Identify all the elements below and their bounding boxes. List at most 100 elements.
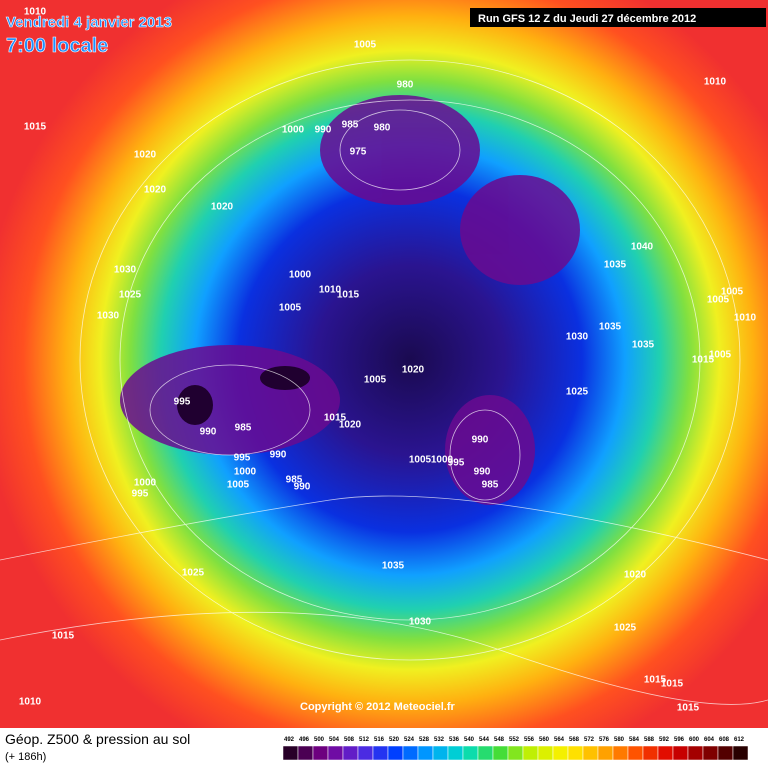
- scale-swatch: [477, 745, 494, 761]
- scale-swatch: [732, 745, 749, 761]
- isobar-label: 1025: [182, 568, 205, 579]
- scale-label: 532: [434, 737, 445, 743]
- isobar-label: 990: [294, 482, 311, 493]
- isobar-label: 1000: [282, 125, 305, 136]
- isobar-label: 1025: [566, 387, 589, 398]
- isobar-label: 1005: [227, 480, 250, 491]
- isobar-label: 995: [234, 453, 251, 464]
- isobar-label: 1035: [632, 340, 655, 351]
- scale-swatch: [312, 745, 329, 761]
- isobars: [0, 59, 768, 705]
- isobar-label: 1030: [97, 311, 120, 322]
- isobar-label: 1015: [324, 413, 347, 424]
- isobar-label: 1010: [734, 313, 757, 324]
- run-info: Run GFS 12 Z du Jeudi 27 décembre 2012: [478, 13, 696, 25]
- scale-label: 504: [329, 737, 340, 743]
- isobar-label: 995: [132, 489, 149, 500]
- forecast-date: Vendredi 4 janvier 2013: [6, 14, 172, 31]
- isobar-label: 1030: [114, 265, 137, 276]
- isobar-label: 1015: [644, 675, 667, 686]
- scale-swatch: [522, 745, 539, 761]
- isobar-label: 1000: [289, 270, 312, 281]
- isobar-label: 1000: [431, 455, 454, 466]
- scale-swatch: [342, 745, 359, 761]
- scale-swatch: [402, 745, 419, 761]
- isobar-label: 1020: [402, 365, 425, 376]
- scale-label: 544: [479, 737, 490, 743]
- scale-swatch: [387, 745, 404, 761]
- scale-swatch: [357, 745, 374, 761]
- scale-label: 548: [494, 737, 505, 743]
- scale-label: 572: [584, 737, 595, 743]
- isobar-label: 1015: [337, 290, 360, 301]
- scale-label: 580: [614, 737, 625, 743]
- scale-swatch: [627, 745, 644, 761]
- scale-label: 528: [419, 737, 430, 743]
- scale-swatch: [672, 745, 689, 761]
- scale-label: 540: [464, 737, 475, 743]
- isobar-label: 985: [482, 480, 499, 491]
- scale-swatch: [282, 745, 299, 761]
- isobar-label: 1030: [409, 617, 432, 628]
- scale-label: 596: [674, 737, 685, 743]
- isobar-label: 995: [448, 458, 465, 469]
- isobar-label: 1015: [661, 679, 684, 690]
- isobar-label: 1040: [631, 242, 654, 253]
- isobar-label: 1010: [19, 697, 42, 708]
- isobar-label: 1020: [211, 202, 234, 213]
- scale-label: 556: [524, 737, 535, 743]
- scale-label: 500: [314, 737, 325, 743]
- scale-label: 536: [449, 737, 460, 743]
- isobar-label: 1025: [119, 290, 142, 301]
- isobar-label: 995: [174, 397, 191, 408]
- isobar-label: 1000: [134, 478, 157, 489]
- scale-swatch: [687, 745, 704, 761]
- scale-swatch: [717, 745, 734, 761]
- legend-title: Géop. Z500 & pression au sol: [5, 731, 190, 747]
- scale-label: 552: [509, 737, 520, 743]
- isobar-label: 1020: [144, 185, 167, 196]
- isobar-label: 990: [315, 125, 332, 136]
- isobar-label: 990: [474, 467, 491, 478]
- isobar-label: 1030: [566, 332, 589, 343]
- isobar-label: 1005: [354, 40, 377, 51]
- isobar-label: 990: [472, 435, 489, 446]
- scale-label: 512: [359, 737, 370, 743]
- isobar-label: 1015: [52, 631, 75, 642]
- isobar-label: 1005: [707, 295, 730, 306]
- scale-swatch: [432, 745, 449, 761]
- isobar-label: 1010: [319, 285, 342, 296]
- isobar-label: 1020: [624, 570, 647, 581]
- low-pressure-areas: [120, 95, 580, 505]
- copyright: Copyright © 2012 Meteociel.fr: [300, 701, 456, 713]
- forecast-time: 7:00 locale: [6, 35, 108, 57]
- scale-swatch: [447, 745, 464, 761]
- isobar-label: 980: [397, 80, 414, 91]
- isobar-label: 1010: [704, 77, 727, 88]
- isobar-label: 1005: [279, 303, 302, 314]
- isobar-label: 1010: [24, 7, 47, 18]
- scale-label: 516: [374, 737, 385, 743]
- scale-swatch: [417, 745, 434, 761]
- scale-label: 524: [404, 737, 415, 743]
- scale-swatch: [582, 745, 599, 761]
- scale-label: 568: [569, 737, 580, 743]
- scale-swatch: [537, 745, 554, 761]
- scale-label: 496: [299, 737, 310, 743]
- scale-swatch: [297, 745, 314, 761]
- scale-swatch: [657, 745, 674, 761]
- isobar-label: 1005: [364, 375, 387, 386]
- isobar-label: 1015: [24, 122, 47, 133]
- isobar-label: 1035: [599, 322, 622, 333]
- isobar-label: 1005: [409, 455, 432, 466]
- scale-label: 600: [689, 737, 700, 743]
- isobar-label: 1035: [604, 260, 627, 271]
- scale-swatch: [372, 745, 389, 761]
- isobar-label: 985: [342, 120, 359, 131]
- isobar-label: 985: [235, 423, 252, 434]
- run-box: [470, 8, 766, 27]
- isobar-label: 1020: [339, 420, 362, 431]
- scale-swatch: [702, 745, 719, 761]
- isobar-label: 1035: [382, 561, 405, 572]
